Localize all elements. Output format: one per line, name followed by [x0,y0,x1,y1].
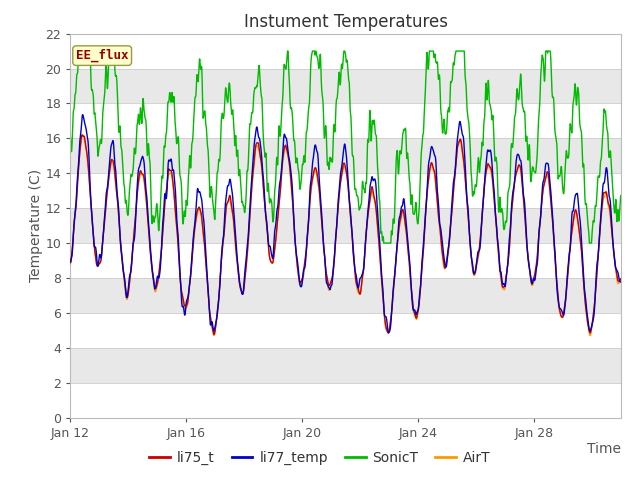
Bar [70,208,621,243]
Bar [70,348,621,383]
Title: Instument Temperatures: Instument Temperatures [244,12,447,31]
Y-axis label: Temperature (C): Temperature (C) [29,169,43,282]
Bar [70,278,621,313]
Text: EE_flux: EE_flux [76,49,129,62]
Bar [70,138,621,173]
Bar [70,69,621,103]
X-axis label: Time: Time [587,443,621,456]
Legend: li75_t, li77_temp, SonicT, AirT: li75_t, li77_temp, SonicT, AirT [144,445,496,471]
